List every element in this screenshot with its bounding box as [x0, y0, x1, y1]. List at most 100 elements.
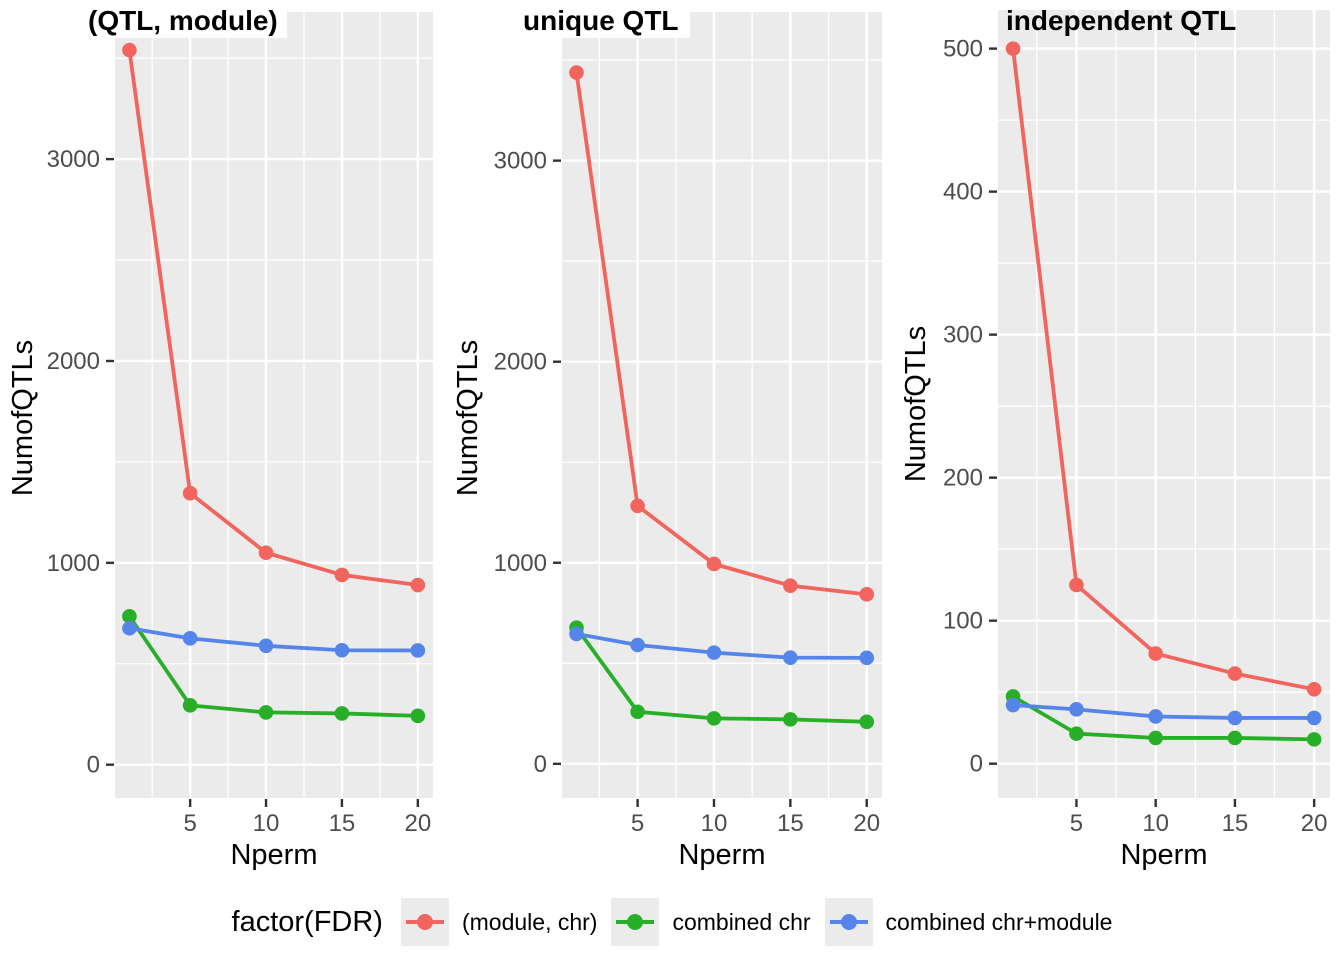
- x-tick-label: 5: [631, 810, 644, 837]
- y-tick-label: 1000: [494, 550, 547, 577]
- x-axis-title: Nperm: [230, 839, 317, 871]
- title-backdrop: [83, 0, 287, 38]
- data-point-blue: [1069, 702, 1084, 717]
- y-tick-label: 400: [943, 179, 983, 206]
- data-point-red: [122, 42, 137, 58]
- panel-title: independent QTL: [1006, 5, 1236, 36]
- y-tick-label: 0: [534, 751, 547, 778]
- y-axis-title: NumofQTLs: [452, 340, 484, 496]
- y-tick-label: 0: [87, 752, 100, 779]
- data-point-blue: [334, 642, 350, 658]
- x-tick-label: 5: [1070, 810, 1083, 837]
- panel-background: [115, 12, 433, 798]
- x-axis-title: Nperm: [678, 839, 765, 871]
- legend-item-combined-chr: combined chr: [611, 898, 811, 946]
- x-tick-label: 20: [1301, 810, 1328, 837]
- y-tick-label: 2000: [494, 349, 547, 376]
- y-tick-label: 100: [943, 608, 983, 635]
- data-point-green: [706, 711, 722, 726]
- x-tick-label: 5: [183, 810, 196, 837]
- line-point-glyph-icon: [405, 914, 444, 930]
- x-tick-label: 10: [701, 810, 728, 837]
- data-point-green: [182, 698, 198, 713]
- legend: factor(FDR) (module, chr) combined chr: [0, 891, 1344, 953]
- y-axis-title: NumofQTLs: [900, 326, 932, 482]
- legend-item-module-chr: (module, chr): [400, 898, 598, 946]
- data-point-blue: [1227, 710, 1243, 726]
- y-tick-label: 2000: [47, 348, 100, 375]
- y-tick-label: 3000: [494, 148, 547, 175]
- legend-key-swatch: [824, 898, 873, 946]
- data-point-green: [1148, 730, 1163, 746]
- data-point-red: [1005, 41, 1021, 56]
- data-point-red: [1227, 666, 1243, 681]
- x-tick-label: 20: [404, 810, 431, 837]
- legend-label: (module, chr): [461, 908, 598, 935]
- x-tick-label: 10: [1142, 810, 1169, 837]
- legend-key-swatch: [400, 898, 449, 946]
- panel-background: [998, 10, 1330, 798]
- y-tick-label: 200: [943, 465, 983, 492]
- data-point-green: [1306, 732, 1322, 747]
- panel-2: 0 100 200 300 400 500 5 10 15 20 independent QTL Np…: [900, 5, 1330, 871]
- data-point-red: [569, 65, 584, 80]
- data-point-blue: [783, 650, 798, 665]
- title-backdrop: [523, 0, 690, 38]
- data-point-green: [1227, 730, 1243, 746]
- data-point-green: [122, 609, 137, 624]
- panel-0: 0 1000 2000 3000 5 10 15 20 (QTL, module) Nperm Nu…: [7, 0, 433, 871]
- data-point-blue: [859, 650, 875, 666]
- data-point-red: [182, 485, 198, 501]
- data-point-red: [859, 587, 875, 602]
- legend-label: combined chr+module: [885, 908, 1113, 935]
- x-tick-label: 15: [777, 810, 804, 837]
- data-point-blue: [182, 631, 198, 646]
- x-tick-label: 15: [1222, 810, 1249, 837]
- y-tick-label: 0: [970, 751, 983, 778]
- data-point-red: [630, 498, 645, 514]
- data-point-red: [1306, 682, 1322, 697]
- panel-background: [562, 12, 882, 798]
- data-point-green: [630, 704, 645, 720]
- y-tick-label: 500: [943, 36, 983, 63]
- data-point-blue: [630, 637, 645, 653]
- data-point-blue: [569, 626, 584, 642]
- x-tick-label: 10: [253, 810, 280, 837]
- data-point-blue: [1306, 710, 1322, 726]
- data-point-blue: [1005, 697, 1021, 713]
- data-point-red: [334, 567, 350, 583]
- x-axis-title: Nperm: [1120, 839, 1207, 871]
- legend-key-swatch: [611, 898, 660, 946]
- data-point-blue: [258, 638, 274, 654]
- data-point-blue: [410, 643, 426, 658]
- panel-title: unique QTL: [523, 5, 679, 36]
- data-point-green: [859, 714, 875, 730]
- data-point-red: [706, 556, 722, 572]
- data-point-red: [1069, 577, 1084, 593]
- data-point-red: [1148, 646, 1163, 661]
- data-point-green: [334, 706, 350, 721]
- x-tick-label: 20: [853, 810, 880, 837]
- data-point-red: [258, 545, 274, 561]
- data-point-blue: [1148, 709, 1163, 724]
- panel-title: (QTL, module): [88, 5, 278, 36]
- data-point-green: [1069, 726, 1084, 741]
- y-tick-label: 3000: [47, 146, 100, 173]
- data-point-green: [783, 712, 798, 727]
- line-point-glyph-icon: [616, 914, 655, 930]
- data-point-red: [783, 578, 798, 593]
- legend-label: combined chr: [672, 908, 811, 935]
- data-point-green: [258, 705, 274, 720]
- legend-item-combined-chr-module: combined chr+module: [824, 898, 1113, 946]
- data-point-blue: [122, 620, 137, 636]
- y-axis-title: NumofQTLs: [7, 340, 39, 496]
- x-tick-label: 15: [329, 810, 356, 837]
- legend-title: factor(FDR): [231, 905, 383, 938]
- y-tick-label: 300: [943, 322, 983, 349]
- y-tick-label: 1000: [47, 550, 100, 577]
- data-point-red: [410, 577, 426, 593]
- line-point-glyph-icon: [829, 914, 868, 930]
- data-point-blue: [706, 645, 722, 660]
